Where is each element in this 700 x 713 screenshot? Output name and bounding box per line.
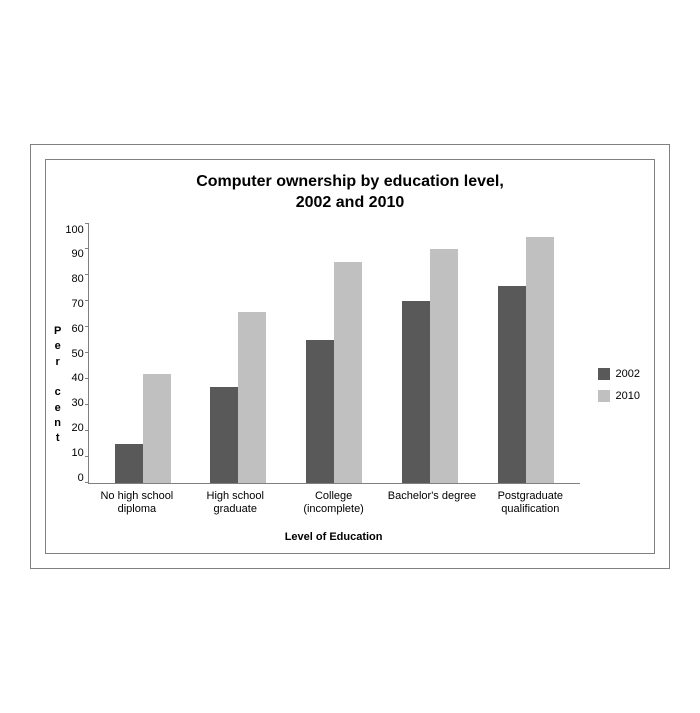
y-tick-label: 20: [71, 422, 83, 434]
y-tick-mark: [85, 300, 89, 301]
bar: [210, 387, 238, 483]
bar: [238, 312, 266, 483]
y-axis-label-char: [56, 370, 59, 385]
bar-group: [382, 224, 478, 483]
legend-item: 2010: [598, 390, 640, 402]
bar: [526, 237, 554, 483]
bar: [334, 262, 362, 482]
y-axis-label-char: r: [56, 355, 60, 370]
y-tick-label: 10: [71, 447, 83, 459]
y-tick-mark: [85, 274, 89, 275]
y-axis-label-char: n: [54, 416, 61, 431]
bar: [143, 374, 171, 483]
y-tick-label: 100: [65, 224, 83, 236]
x-tick-label: High school graduate: [186, 490, 284, 518]
chart-title-line1: Computer ownership by education level,: [196, 173, 504, 190]
legend-swatch: [598, 368, 610, 380]
x-tick-label: Bachelor's degree: [383, 490, 481, 518]
y-tick-label: 0: [78, 472, 84, 484]
chart-title: Computer ownership by education level, 2…: [54, 172, 646, 214]
y-tick-mark: [85, 248, 89, 249]
y-tick-label: 30: [71, 397, 83, 409]
y-axis-label-char: c: [55, 385, 61, 400]
y-axis-label-char: e: [55, 401, 61, 416]
bar: [306, 340, 334, 482]
chart-inner-frame: Computer ownership by education level, 2…: [45, 159, 655, 554]
y-tick-label: 60: [71, 323, 83, 335]
chart-title-line2: 2002 and 2010: [296, 194, 405, 211]
y-tick-mark: [85, 223, 89, 224]
legend-label: 2002: [616, 368, 640, 380]
legend: 2002 2010: [580, 224, 646, 548]
plot-area: [88, 224, 580, 484]
bar-group: [95, 224, 191, 483]
x-tick-label: No high school diploma: [88, 490, 186, 518]
legend-label: 2010: [616, 390, 640, 402]
bar-group: [190, 224, 286, 483]
y-tick-mark: [85, 378, 89, 379]
y-tick-mark: [85, 482, 89, 483]
plot-wrap: No high school diplomaHigh school gradua…: [88, 224, 580, 548]
x-axis-title: Level of Education: [88, 531, 580, 543]
y-tick-label: 50: [71, 348, 83, 360]
bar: [402, 301, 430, 482]
y-tick-mark: [85, 404, 89, 405]
y-tick-mark: [85, 456, 89, 457]
y-axis-label-char: e: [55, 339, 61, 354]
y-axis-label-char: t: [56, 431, 60, 446]
legend-swatch: [598, 390, 610, 402]
legend-item: 2002: [598, 368, 640, 380]
bar: [498, 286, 526, 483]
bar: [115, 444, 143, 483]
y-tick-label: 70: [71, 298, 83, 310]
x-tick-label: College (incomplete): [284, 490, 382, 518]
y-axis-label-char: P: [54, 324, 61, 339]
bar-group: [478, 224, 574, 483]
y-axis-ticks: 1009080706050403020100: [65, 224, 87, 484]
y-tick-label: 40: [71, 372, 83, 384]
chart-body: Per cent 1009080706050403020100 No high …: [54, 224, 646, 548]
y-tick-label: 80: [71, 273, 83, 285]
y-tick-mark: [85, 430, 89, 431]
x-axis-labels: No high school diplomaHigh school gradua…: [88, 490, 580, 518]
chart-outer-frame: Computer ownership by education level, 2…: [30, 144, 670, 569]
y-tick-mark: [85, 326, 89, 327]
y-tick-label: 90: [71, 248, 83, 260]
y-tick-mark: [85, 352, 89, 353]
y-axis-label: Per cent: [54, 224, 65, 548]
bar-group: [286, 224, 382, 483]
x-tick-label: Postgraduate qualification: [481, 490, 579, 518]
bar: [430, 249, 458, 482]
